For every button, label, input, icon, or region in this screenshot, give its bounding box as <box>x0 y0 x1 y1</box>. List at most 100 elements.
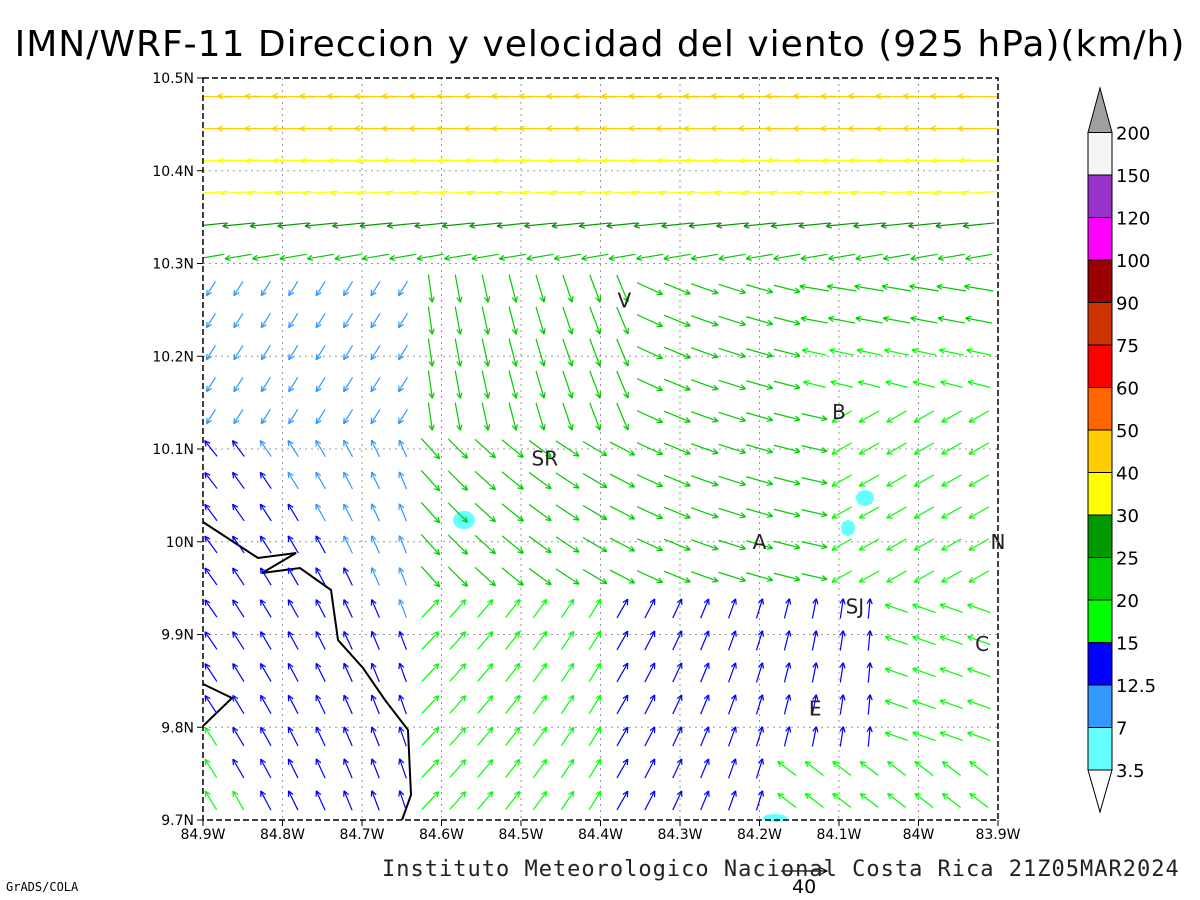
wind-vector <box>746 316 774 326</box>
wind-vector <box>398 758 407 779</box>
wind-vector <box>773 284 801 294</box>
wind-vector <box>232 758 245 779</box>
colorbar-label: 7 <box>1116 719 1127 740</box>
wind-vector <box>355 157 396 165</box>
wind-vector <box>672 790 683 811</box>
wind-vector <box>718 475 746 487</box>
wind-vector <box>745 253 774 262</box>
wind-vector <box>560 726 575 747</box>
wind-vector <box>204 790 218 811</box>
wind-vector <box>718 539 746 551</box>
wind-vector <box>535 338 546 367</box>
wind-vector <box>828 315 856 324</box>
wind-vector <box>370 345 381 361</box>
wind-vector <box>718 253 746 262</box>
wind-vector <box>232 631 245 650</box>
wind-vector <box>288 281 299 297</box>
wind-vector <box>260 313 271 329</box>
wind-vector <box>802 379 826 388</box>
colorbar-label: 90 <box>1116 294 1139 315</box>
wind-vector <box>700 630 710 651</box>
wind-vector <box>773 380 801 390</box>
wind-vector <box>204 694 218 714</box>
wind-vector <box>663 346 691 359</box>
wind-vector <box>968 474 990 487</box>
wind-vector <box>616 598 629 619</box>
wind-vector <box>858 538 880 551</box>
wind-vector <box>454 370 463 399</box>
wind-vector <box>866 598 873 619</box>
wind-vector <box>359 222 392 229</box>
wind-vector <box>260 758 272 779</box>
wind-vector <box>420 469 441 492</box>
wind-vector <box>300 157 341 165</box>
wind-vector <box>777 792 797 808</box>
wind-vector <box>535 306 546 335</box>
wind-vector <box>420 533 441 556</box>
wind-vector <box>880 222 913 229</box>
wind-vector <box>609 537 636 552</box>
wind-vector <box>398 439 408 458</box>
colorbar-segment <box>1087 727 1113 771</box>
wind-vector <box>941 538 962 551</box>
wind-vector <box>232 503 245 522</box>
wind-vector <box>315 790 326 811</box>
wind-vector <box>421 791 440 810</box>
wind-vector <box>315 377 326 393</box>
wind-vector <box>727 790 737 811</box>
wind-vector <box>204 758 218 779</box>
wind-vector <box>739 157 780 165</box>
wind-vector <box>811 598 819 619</box>
wind-vector <box>718 507 746 519</box>
x-tick-label: 84.4W <box>578 827 623 843</box>
wind-vector <box>287 471 299 490</box>
wind-vector <box>505 662 521 682</box>
wind-vector <box>609 441 636 456</box>
wind-vector <box>582 536 608 553</box>
wind-vector <box>397 345 408 361</box>
wind-vector <box>315 471 326 490</box>
wind-vector <box>553 253 582 262</box>
wind-vector <box>831 410 852 423</box>
wind-vector <box>839 726 846 747</box>
city-label: SJ <box>846 595 865 619</box>
wind-vector <box>477 663 494 682</box>
wind-vector <box>746 412 774 422</box>
wind-vector <box>259 471 272 490</box>
wind-vector <box>938 347 964 356</box>
wind-vector <box>582 504 608 521</box>
y-tick-label: 10.1N <box>152 442 194 458</box>
wind-vector <box>437 157 478 165</box>
wind-vector <box>876 157 917 165</box>
wind-vector <box>644 790 656 811</box>
wind-vector <box>912 603 936 614</box>
wind-vector <box>672 662 683 683</box>
wind-vector <box>967 379 991 388</box>
wind-vector <box>370 758 380 779</box>
wind-vector <box>663 570 691 583</box>
wind-vector <box>866 694 873 715</box>
wind-vector <box>884 731 909 742</box>
wind-vector <box>477 759 494 778</box>
wind-vector <box>858 570 880 583</box>
wind-vector <box>315 409 326 425</box>
wind-vector <box>691 475 719 487</box>
wind-vector <box>582 472 608 489</box>
wind-vector <box>746 572 774 582</box>
wind-vector <box>560 662 575 683</box>
wind-vector <box>222 222 255 229</box>
wind-vector <box>616 694 629 715</box>
wind-vector <box>562 274 574 303</box>
wind-vector <box>832 792 852 808</box>
wind-vector <box>535 274 546 303</box>
wind-vector <box>811 662 819 683</box>
wind-vector <box>260 726 272 747</box>
wind-vector <box>342 313 354 329</box>
wind-vector <box>858 410 880 423</box>
wind-vector <box>826 283 857 292</box>
wind-vector <box>370 377 381 393</box>
wind-vector <box>477 695 494 714</box>
wind-vector <box>783 598 792 619</box>
wind-vector <box>582 440 608 457</box>
colorbar-label: 60 <box>1116 379 1139 400</box>
